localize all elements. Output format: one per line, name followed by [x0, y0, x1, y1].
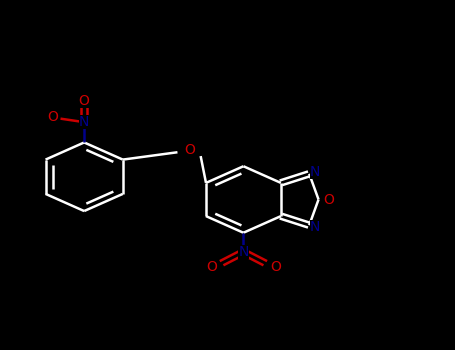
Text: O: O: [47, 110, 58, 124]
Text: N: N: [238, 245, 248, 259]
Text: O: O: [184, 144, 195, 158]
Text: N: N: [310, 165, 320, 178]
Text: O: O: [206, 260, 217, 274]
Text: O: O: [270, 260, 281, 274]
Text: N: N: [310, 220, 320, 234]
Text: N: N: [79, 115, 89, 129]
Text: O: O: [79, 94, 90, 108]
Text: O: O: [323, 193, 334, 206]
